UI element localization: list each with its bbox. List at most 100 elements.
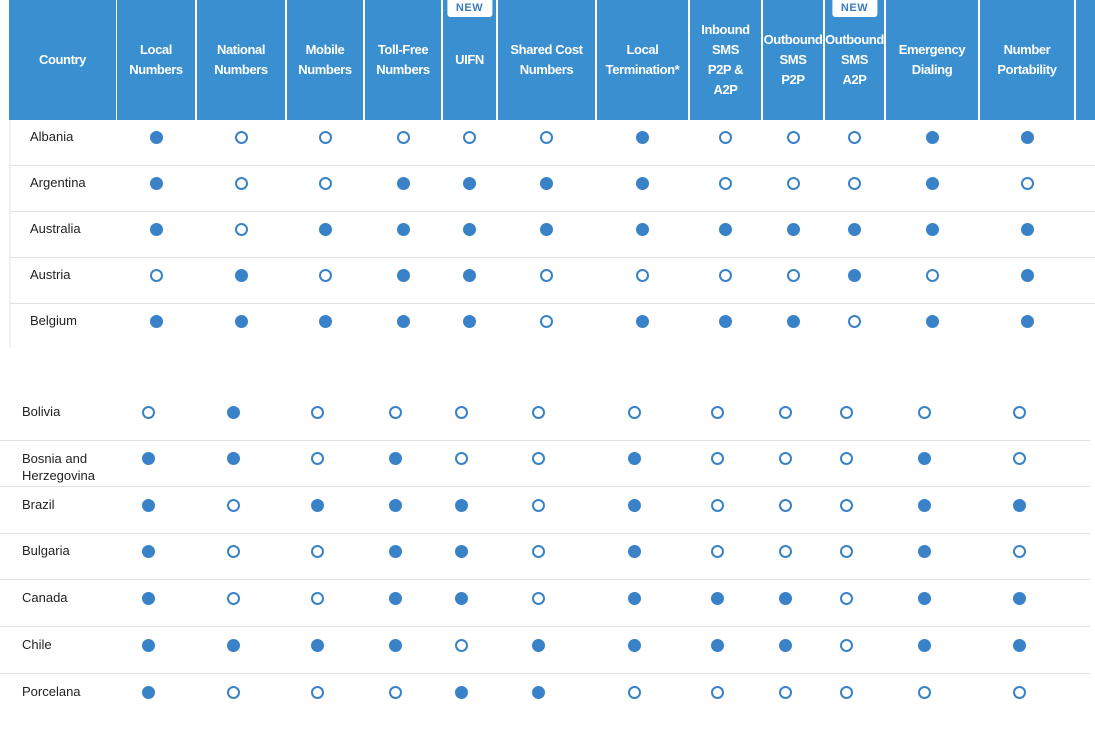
unavailable-dot-icon [840,591,853,605]
available-dot-icon [925,314,939,328]
country-name: Belgium [30,313,77,328]
available-dot-icon [388,451,402,465]
unavailable-dot-icon [778,544,792,558]
unavailable-dot-icon [540,130,553,144]
column-header-uifn: UIFN NEW [443,0,496,120]
available-dot-icon [455,685,468,699]
unavailable-dot-icon [840,638,853,652]
column-header-label: Emergency Dialing [898,42,966,77]
available-dot-icon [455,498,468,512]
unavailable-dot-icon [917,685,931,699]
unavailable-dot-icon [778,405,792,419]
unavailable-dot-icon [396,130,410,144]
table-row [0,534,1090,580]
available-dot-icon [628,451,641,465]
available-dot-icon [1012,498,1026,512]
table-row [0,488,1090,534]
unavailable-dot-icon [778,685,792,699]
table-header: Country Local Numbers National Numbers Mobi… [0,0,1095,120]
available-dot-icon [628,638,641,652]
available-dot-icon [540,176,553,190]
unavailable-dot-icon [532,451,545,465]
available-dot-icon [917,638,931,652]
available-dot-icon [149,222,163,236]
column-header-label: Shared Cost Numbers [510,42,583,77]
unavailable-dot-icon [848,130,861,144]
available-dot-icon [925,130,939,144]
table-row [0,395,1090,441]
unavailable-dot-icon [463,130,476,144]
table-row [9,120,1095,166]
table-row [9,258,1095,304]
unavailable-dot-icon [719,130,732,144]
unavailable-dot-icon [310,405,324,419]
available-dot-icon [141,638,155,652]
unavailable-dot-icon [711,405,724,419]
unavailable-dot-icon [455,638,468,652]
column-header-shared-cost-numbers: Shared Cost Numbers [498,0,595,120]
column-header-label: Local Numbers [129,42,183,77]
available-dot-icon [388,638,402,652]
unavailable-dot-icon [234,222,248,236]
column-header-outbound-sms-p2p: Outbound SMS P2P [763,0,823,120]
unavailable-dot-icon [226,498,240,512]
column-header-label: UIFN [455,52,484,67]
unavailable-dot-icon [778,498,792,512]
available-dot-icon [141,451,155,465]
new-badge: NEW [446,0,493,17]
unavailable-dot-icon [636,268,649,282]
available-dot-icon [1020,130,1034,144]
available-dot-icon [636,314,649,328]
country-name: Bolivia [22,404,61,419]
table-row [9,166,1095,212]
country-name: Albania [30,129,74,144]
unavailable-dot-icon [226,591,240,605]
unavailable-dot-icon [540,268,553,282]
available-dot-icon [455,544,468,558]
unavailable-dot-icon [840,498,853,512]
unavailable-dot-icon [711,451,724,465]
unavailable-dot-icon [925,268,939,282]
column-header-number-portability: Number Portability [980,0,1074,120]
unavailable-dot-icon [840,405,853,419]
available-dot-icon [226,638,240,652]
table-left-border [9,120,11,348]
unavailable-dot-icon [711,544,724,558]
unavailable-dot-icon [455,451,468,465]
available-dot-icon [396,314,410,328]
available-dot-icon [1012,591,1026,605]
available-dot-icon [463,176,476,190]
unavailable-dot-icon [234,130,248,144]
available-dot-icon [463,268,476,282]
available-dot-icon [234,268,248,282]
available-dot-icon [226,451,240,465]
unavailable-dot-icon [318,176,332,190]
available-dot-icon [778,638,792,652]
available-dot-icon [628,498,641,512]
unavailable-dot-icon [310,451,324,465]
available-dot-icon [711,638,724,652]
unavailable-dot-icon [840,685,853,699]
unavailable-dot-icon [226,544,240,558]
available-dot-icon [540,222,553,236]
unavailable-dot-icon [719,268,732,282]
column-header-overflow [1076,0,1095,120]
table-row [0,441,1090,487]
available-dot-icon [917,591,931,605]
country-name: Canada [22,590,68,605]
country-name: Porcelana [22,684,81,699]
available-dot-icon [149,176,163,190]
available-dot-icon [917,498,931,512]
available-dot-icon [1012,638,1026,652]
unavailable-dot-icon [840,451,853,465]
unavailable-dot-icon [848,176,861,190]
available-dot-icon [719,222,732,236]
unavailable-dot-icon [917,405,931,419]
unavailable-dot-icon [628,685,641,699]
available-dot-icon [1020,268,1034,282]
unavailable-dot-icon [1012,685,1026,699]
available-dot-icon [141,591,155,605]
available-dot-icon [1020,314,1034,328]
unavailable-dot-icon [711,685,724,699]
table-row [9,212,1095,258]
